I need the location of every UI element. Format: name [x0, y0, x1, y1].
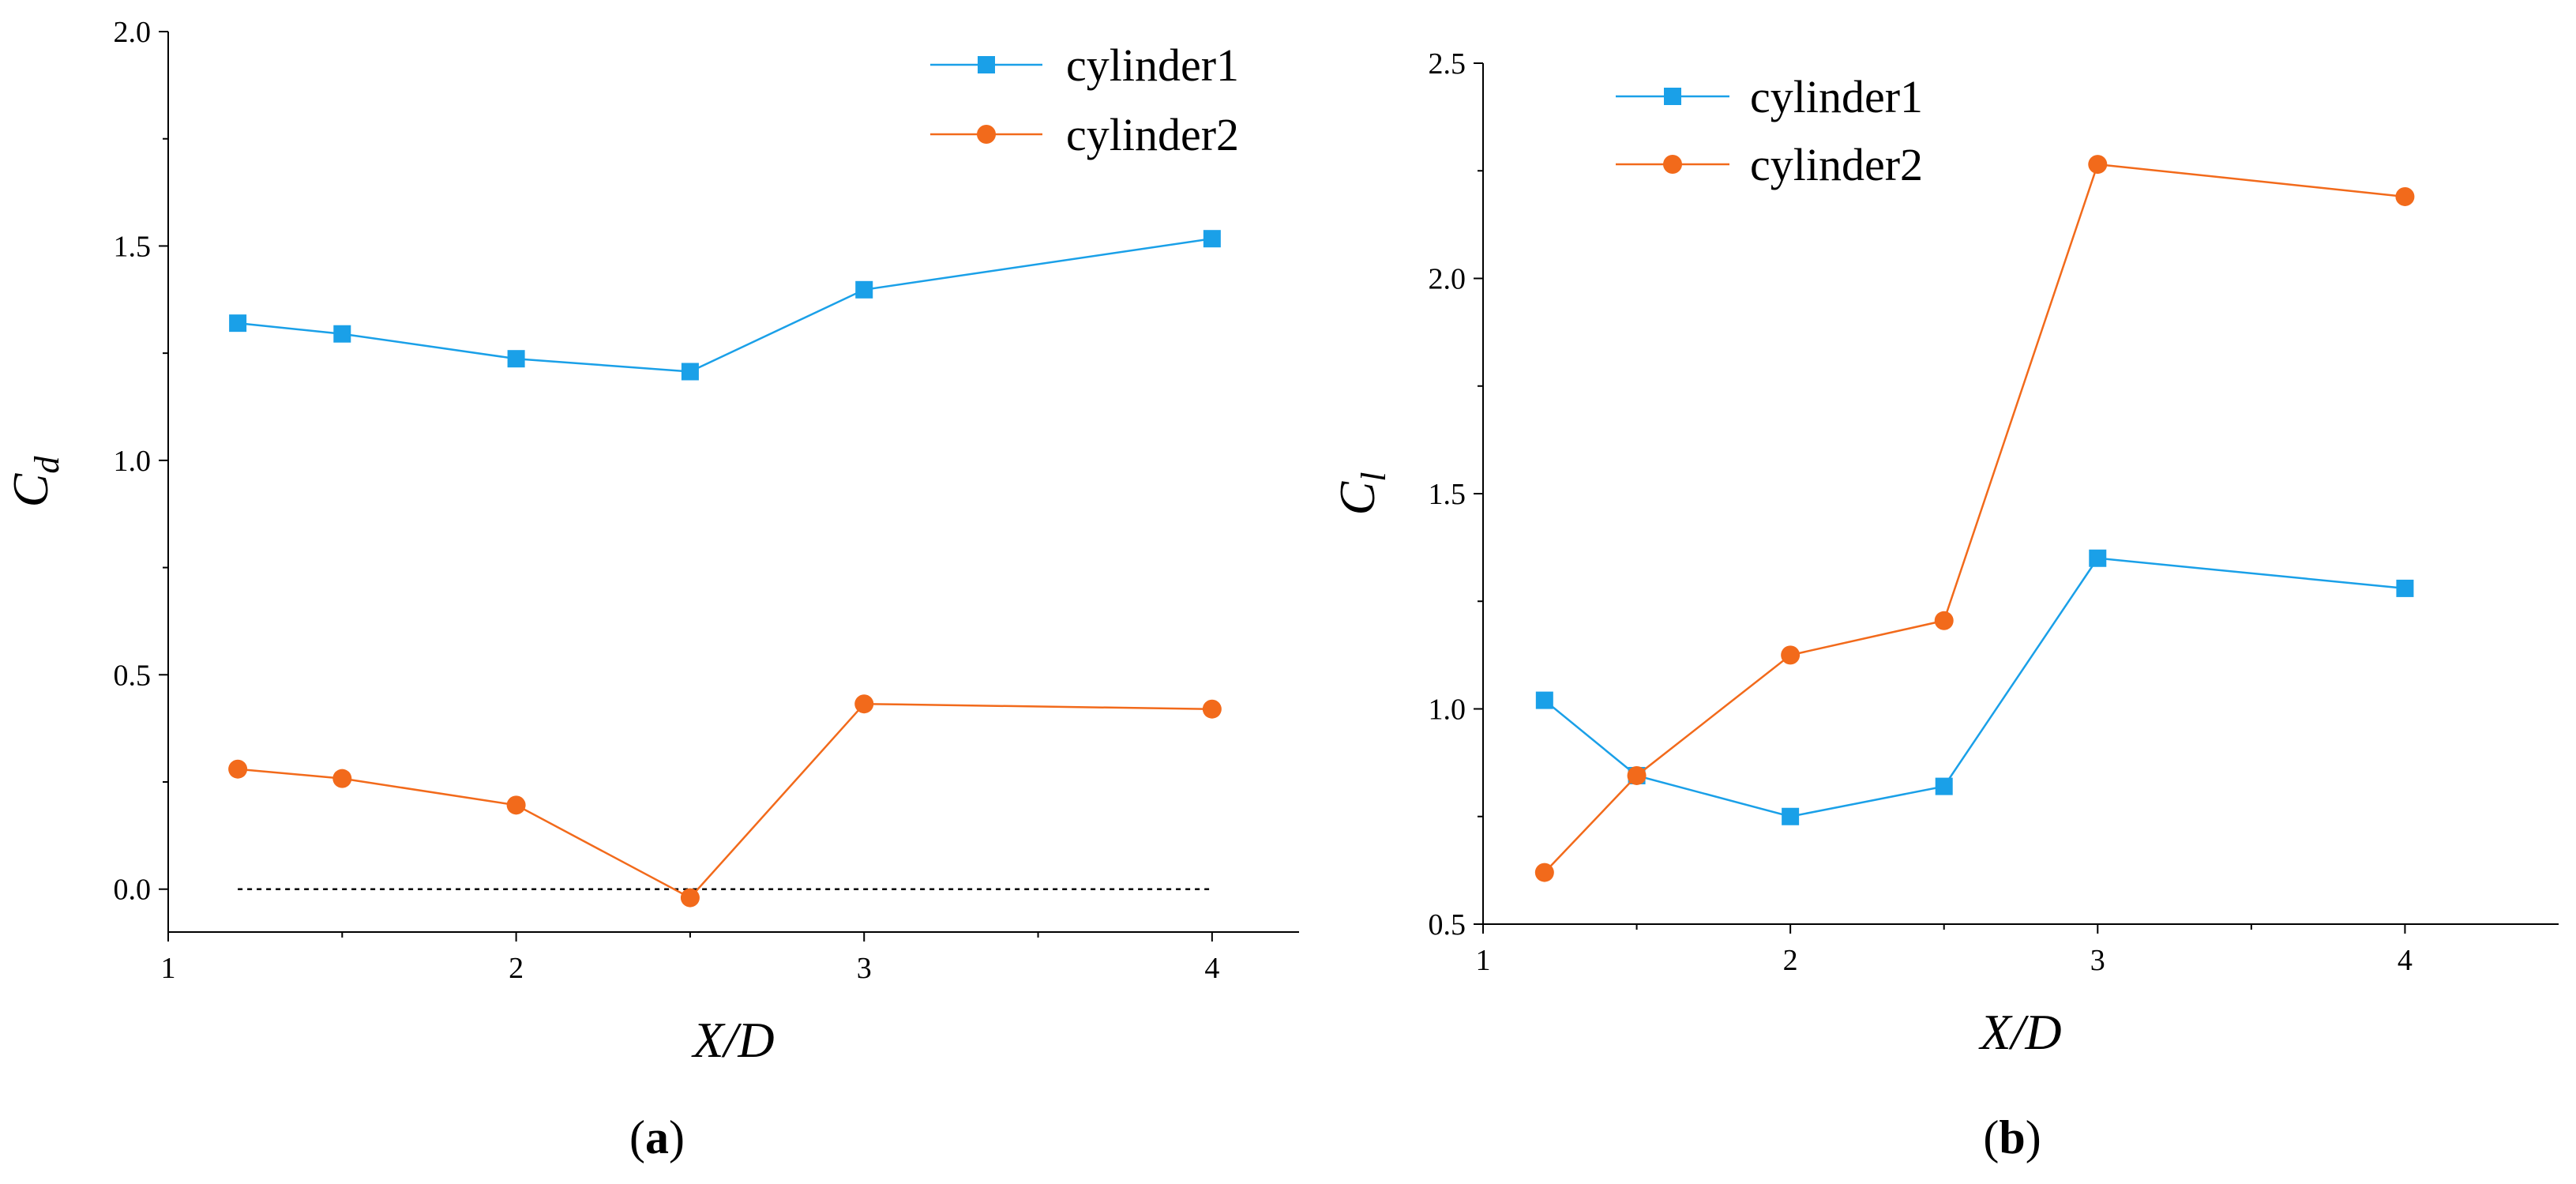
- cylinder2-line: [238, 702, 1212, 900]
- panel-caption: (a): [629, 1111, 685, 1163]
- cylinder1-point: [2089, 549, 2107, 567]
- cylinder1-point: [2396, 579, 2414, 597]
- x-tick-label: 2: [509, 952, 524, 985]
- legend-label-cylinder2: cylinder2: [1066, 109, 1239, 160]
- cylinder2-line: [1543, 163, 2405, 874]
- y-tick-label: 2.0: [114, 16, 152, 49]
- cylinder2-point: [1534, 863, 1554, 882]
- y-tick-label: 0.5: [1429, 908, 1466, 942]
- cylinder1-point: [1782, 807, 1800, 825]
- cylinder2-point: [680, 888, 700, 908]
- cylinder2-point: [2088, 155, 2108, 175]
- panel-b-chart: 0.5 1.0 1.5 2.0 2.5 1 2 3 4 cylinder1 cylinder2 X/D…: [1329, 47, 2559, 1163]
- y-axis-title: Cd: [2, 456, 66, 508]
- y-tick-label: 1.5: [1429, 478, 1466, 511]
- cylinder1-point: [855, 280, 873, 299]
- y-axis-title-main: C: [1329, 480, 1385, 515]
- panel-caption-part: (: [1983, 1111, 1999, 1163]
- cylinder1-point: [333, 325, 351, 343]
- x-tick-label: 4: [1204, 952, 1219, 985]
- x-tick-label: 2: [1783, 944, 1798, 977]
- x-tick-label: 1: [161, 952, 176, 985]
- cylinder2-point: [1781, 645, 1801, 665]
- y-axis-title-sub: d: [28, 456, 66, 474]
- panel-caption-part: b: [1999, 1111, 2025, 1163]
- y-tick-label: 2.5: [1429, 47, 1466, 81]
- panel-caption-part: (: [629, 1111, 645, 1163]
- y-axis-title: Cl: [1329, 472, 1393, 516]
- x-axis-title: X/D: [690, 1012, 774, 1068]
- cylinder1-point: [1535, 691, 1553, 709]
- legend-label-cylinder1: cylinder1: [1750, 71, 1923, 122]
- panel-caption-part: a: [645, 1111, 669, 1163]
- cylinder1-line: [237, 237, 1213, 373]
- y-tick-label: 0.5: [114, 659, 152, 692]
- y-tick-label: 1.0: [1429, 693, 1466, 727]
- cylinder2-point: [2395, 186, 2415, 206]
- y-tick-label: 1.0: [114, 445, 152, 478]
- x-tick-label: 3: [2090, 944, 2105, 977]
- x-tick-label: 4: [2398, 944, 2413, 977]
- cylinder2-point: [1627, 765, 1647, 785]
- cylinder2-point: [1202, 699, 1222, 719]
- legend-marker-cylinder1: [1664, 88, 1681, 105]
- legend-marker-cylinder1: [978, 56, 995, 73]
- x-axis-title: X/D: [1977, 1004, 2061, 1060]
- cylinder2-point: [506, 795, 526, 815]
- x-tick-label: 3: [857, 952, 872, 985]
- y-tick-label: 1.5: [114, 230, 152, 263]
- legend-label-cylinder2: cylinder2: [1750, 139, 1923, 190]
- cylinder1-point: [229, 314, 247, 333]
- panel-caption-part: ): [2026, 1111, 2041, 1163]
- cylinder2-point: [332, 769, 352, 788]
- x-tick-label: 1: [1476, 944, 1491, 977]
- cylinder1-line: [1544, 557, 2405, 818]
- y-tick-label: 0.0: [114, 874, 152, 907]
- panel-caption: (b): [1983, 1111, 2041, 1163]
- cylinder1-point: [681, 363, 699, 381]
- cylinder1-point: [1935, 777, 1953, 795]
- panel-caption-part: ): [669, 1111, 685, 1163]
- panel-a-chart: 0.0 0.5 1.0 1.5 2.0 1 2 3 4 cylinder1 cylinder2 X/D…: [2, 16, 1299, 1163]
- legend-label-cylinder1: cylinder1: [1066, 39, 1239, 91]
- cylinder2-point: [854, 694, 874, 714]
- cylinder1-point: [1203, 230, 1221, 248]
- y-axis-title-main: C: [2, 472, 58, 507]
- y-tick-label: 2.0: [1429, 263, 1466, 296]
- y-axis-title-sub: l: [1354, 472, 1393, 482]
- cylinder1-point: [507, 350, 525, 368]
- cylinder2-point: [228, 759, 248, 779]
- cylinder2-point: [1934, 611, 1954, 630]
- legend-marker-cylinder2: [977, 125, 996, 144]
- legend-marker-cylinder2: [1663, 155, 1682, 174]
